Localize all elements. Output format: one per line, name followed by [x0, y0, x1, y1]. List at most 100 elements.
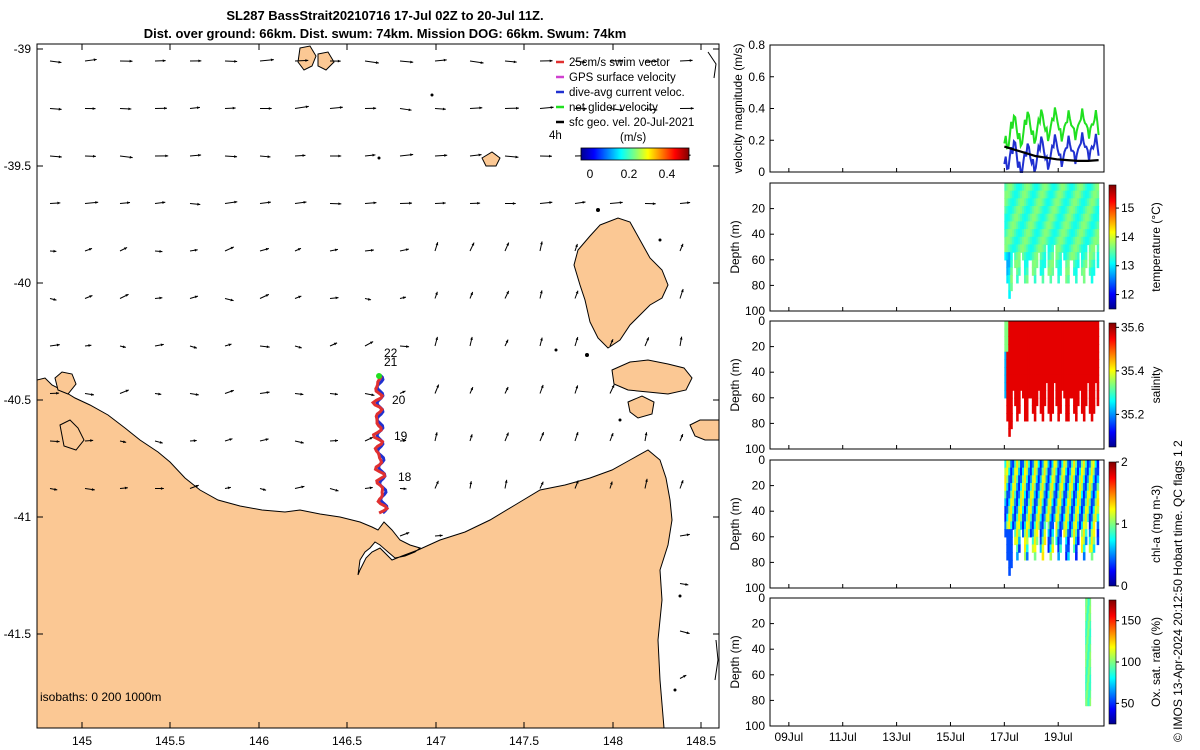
current-vector-arrowhead [550, 106, 554, 109]
section-cell [1047, 397, 1051, 407]
section-cell [1018, 498, 1021, 507]
section-cell [1014, 374, 1017, 384]
section-cell [1075, 221, 1078, 230]
section-cell [1008, 221, 1011, 230]
section-cell [1063, 336, 1066, 345]
lat-tick-label: -40.5 [4, 393, 32, 407]
section-cell [1025, 367, 1029, 376]
y-tick-label: 60 [752, 530, 766, 544]
section-cell [1016, 513, 1019, 523]
section-cell [1057, 544, 1060, 553]
current-vector-arrowhead [303, 201, 307, 204]
section-cell [1031, 259, 1035, 269]
section-cell [1084, 529, 1088, 538]
section-cell [1010, 559, 1013, 569]
section-cell [1059, 544, 1062, 553]
section-cell [1031, 467, 1035, 476]
section-cell [1031, 198, 1035, 207]
section-cell [1051, 490, 1055, 500]
section-cell [1084, 483, 1088, 492]
section-cell [1006, 552, 1009, 561]
section-cell [1092, 467, 1096, 476]
section-cell [1018, 367, 1021, 376]
section-cell [1080, 460, 1084, 469]
section-cell [1014, 206, 1017, 215]
section-cell [1055, 190, 1058, 199]
section-cell [1069, 513, 1072, 523]
section-cell [1057, 259, 1060, 269]
section-cell [1085, 667, 1088, 676]
section-cell [1084, 328, 1088, 337]
section-cell [1071, 213, 1074, 223]
section-cell [1057, 367, 1060, 376]
section-cell [1025, 213, 1029, 223]
section-cell [1096, 221, 1100, 230]
section-cell [1033, 367, 1037, 376]
section-cell [1043, 498, 1047, 507]
section-cell [1014, 336, 1017, 345]
section-cell [1094, 351, 1098, 361]
current-vector-arrowhead [403, 439, 407, 443]
current-vector-arrowhead [194, 295, 198, 299]
section-cell [1047, 390, 1051, 399]
section-cell [1031, 490, 1035, 500]
section-cell [1080, 236, 1084, 246]
section-cell [1039, 336, 1043, 345]
section-cell [1043, 536, 1047, 546]
current-vector-arrowhead [265, 438, 269, 441]
legend-item-label: net glider velocity [569, 102, 658, 114]
section-cell [1067, 490, 1070, 500]
section-cell [1086, 628, 1088, 638]
section-cell [1080, 198, 1084, 207]
section-cell [1087, 628, 1089, 638]
section-cell [1092, 236, 1096, 246]
section-cell [1039, 521, 1043, 530]
section-cell [1090, 336, 1094, 345]
section-cell [1086, 374, 1090, 384]
section-cell [1073, 490, 1076, 500]
section-cell [1055, 359, 1058, 368]
section-cell [1022, 336, 1025, 345]
section-cell [1088, 460, 1092, 469]
y-tick-label: 40 [752, 504, 766, 518]
section-cell [1022, 483, 1025, 492]
section-cell [1041, 506, 1045, 515]
current-vector-arrowhead [305, 105, 309, 109]
section-cell [1071, 206, 1074, 215]
section-cell [1087, 674, 1089, 684]
section-cell [1067, 351, 1070, 361]
section-cell [1089, 682, 1091, 691]
section-cell [1069, 498, 1072, 507]
section-cell [1073, 390, 1076, 399]
section-cell [1016, 336, 1019, 345]
section-cell [1006, 367, 1009, 376]
section-cell [1041, 267, 1045, 276]
section-cell [1023, 351, 1027, 361]
section-cell [1023, 513, 1027, 523]
section-cell [1063, 529, 1066, 538]
section-cell [1039, 190, 1043, 199]
section-cell [1065, 275, 1068, 284]
section-cell [1089, 636, 1092, 645]
section-cell [1018, 490, 1021, 500]
section-cell [1049, 221, 1053, 230]
section-cell [1029, 529, 1033, 538]
section-cell [1022, 529, 1025, 538]
section-cell [1059, 321, 1062, 330]
section-cell [1082, 475, 1086, 484]
section-cell [1071, 506, 1074, 515]
section-cell [1085, 636, 1087, 645]
section-cell [1071, 244, 1074, 253]
section-cell [1087, 613, 1090, 622]
section-cell [1020, 498, 1023, 507]
section-cell [1055, 213, 1058, 223]
section-cell [1027, 498, 1031, 507]
section-cell [1092, 206, 1096, 215]
section-cell [1010, 190, 1013, 199]
section-cell [1086, 321, 1090, 330]
section-cell [1043, 529, 1047, 538]
section-cell [1004, 367, 1007, 376]
section-cell [1086, 682, 1088, 691]
section-cell [1049, 390, 1053, 399]
